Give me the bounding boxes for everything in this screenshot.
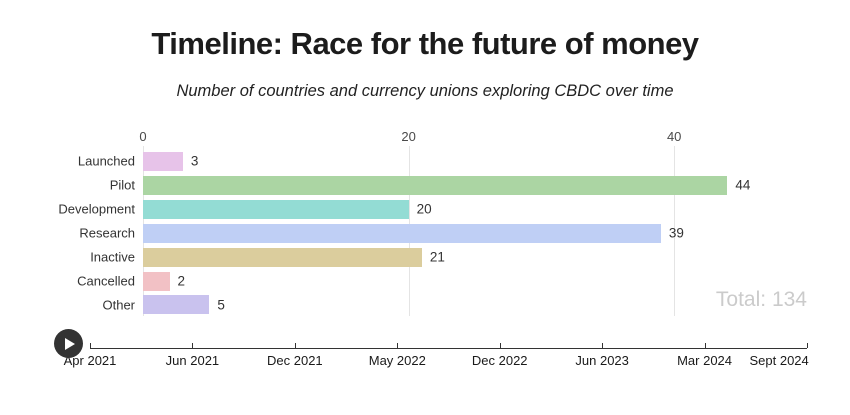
category-label: Cancelled — [77, 273, 135, 289]
value-label: 5 — [217, 297, 225, 313]
timeline-label: Apr 2021 — [63, 353, 117, 368]
timeline-tick — [807, 343, 808, 348]
bar-row: Research 39 — [0, 221, 850, 245]
bar-launched — [143, 152, 183, 171]
timeline-label: Mar 2024 — [677, 353, 733, 368]
category-label: Inactive — [90, 249, 135, 265]
play-icon — [65, 337, 75, 350]
grid-line — [674, 146, 676, 316]
timeline-tick — [704, 343, 706, 348]
timeline-axis-line — [90, 348, 807, 349]
bar-development — [143, 199, 409, 219]
timeline-label: Dec 2021 — [267, 353, 323, 368]
value-label: 3 — [190, 153, 199, 169]
chart-subtitle: Number of countries and currency unions … — [176, 82, 674, 100]
timeline-tick — [192, 343, 194, 348]
timeline-label: Jun 2021 — [165, 353, 220, 368]
category-label: Development — [58, 201, 135, 217]
timeline-label: Sept 2024 — [749, 353, 809, 368]
bar-row: Launched 3 — [0, 150, 850, 174]
timeline-label: May 2022 — [368, 353, 426, 368]
bar-other — [143, 295, 210, 315]
play-button[interactable] — [54, 329, 83, 358]
value-label: 39 — [668, 225, 684, 241]
value-label: 44 — [735, 177, 751, 193]
category-label: Launched — [77, 153, 135, 169]
value-label: 20 — [416, 201, 432, 217]
bar-pilot — [143, 175, 728, 195]
value-label: 21 — [429, 249, 445, 265]
total-label: Total: 134 — [715, 288, 807, 311]
category-label: Research — [79, 225, 135, 241]
bar-cancelled — [143, 271, 170, 291]
timeline-tick — [602, 343, 604, 348]
value-axis-tick-label: 20 — [401, 129, 416, 144]
bar-research — [143, 223, 661, 243]
timeline-label: Jun 2023 — [575, 353, 629, 368]
bar-inactive — [143, 247, 422, 267]
bar-row: Cancelled 2 — [0, 269, 850, 293]
bar-row: Inactive 21 — [0, 245, 850, 269]
value-axis-tick-label: 40 — [666, 129, 682, 144]
timeline-label: Dec 2022 — [471, 353, 528, 368]
bar-row: Other 5 — [0, 293, 850, 317]
timeline-tick — [397, 343, 399, 348]
timeline-tick — [90, 343, 91, 348]
chart-title: Timeline: Race for the future of money — [151, 26, 699, 61]
value-axis-tick-label: 0 — [139, 129, 147, 144]
value-label: 2 — [177, 273, 186, 289]
category-label: Other — [102, 297, 135, 313]
category-label: Pilot — [109, 177, 135, 193]
bar-row: Development 20 — [0, 197, 850, 221]
timeline-tick — [499, 343, 501, 348]
bar-row: Pilot 44 — [0, 173, 850, 197]
timeline-tick — [294, 343, 296, 348]
